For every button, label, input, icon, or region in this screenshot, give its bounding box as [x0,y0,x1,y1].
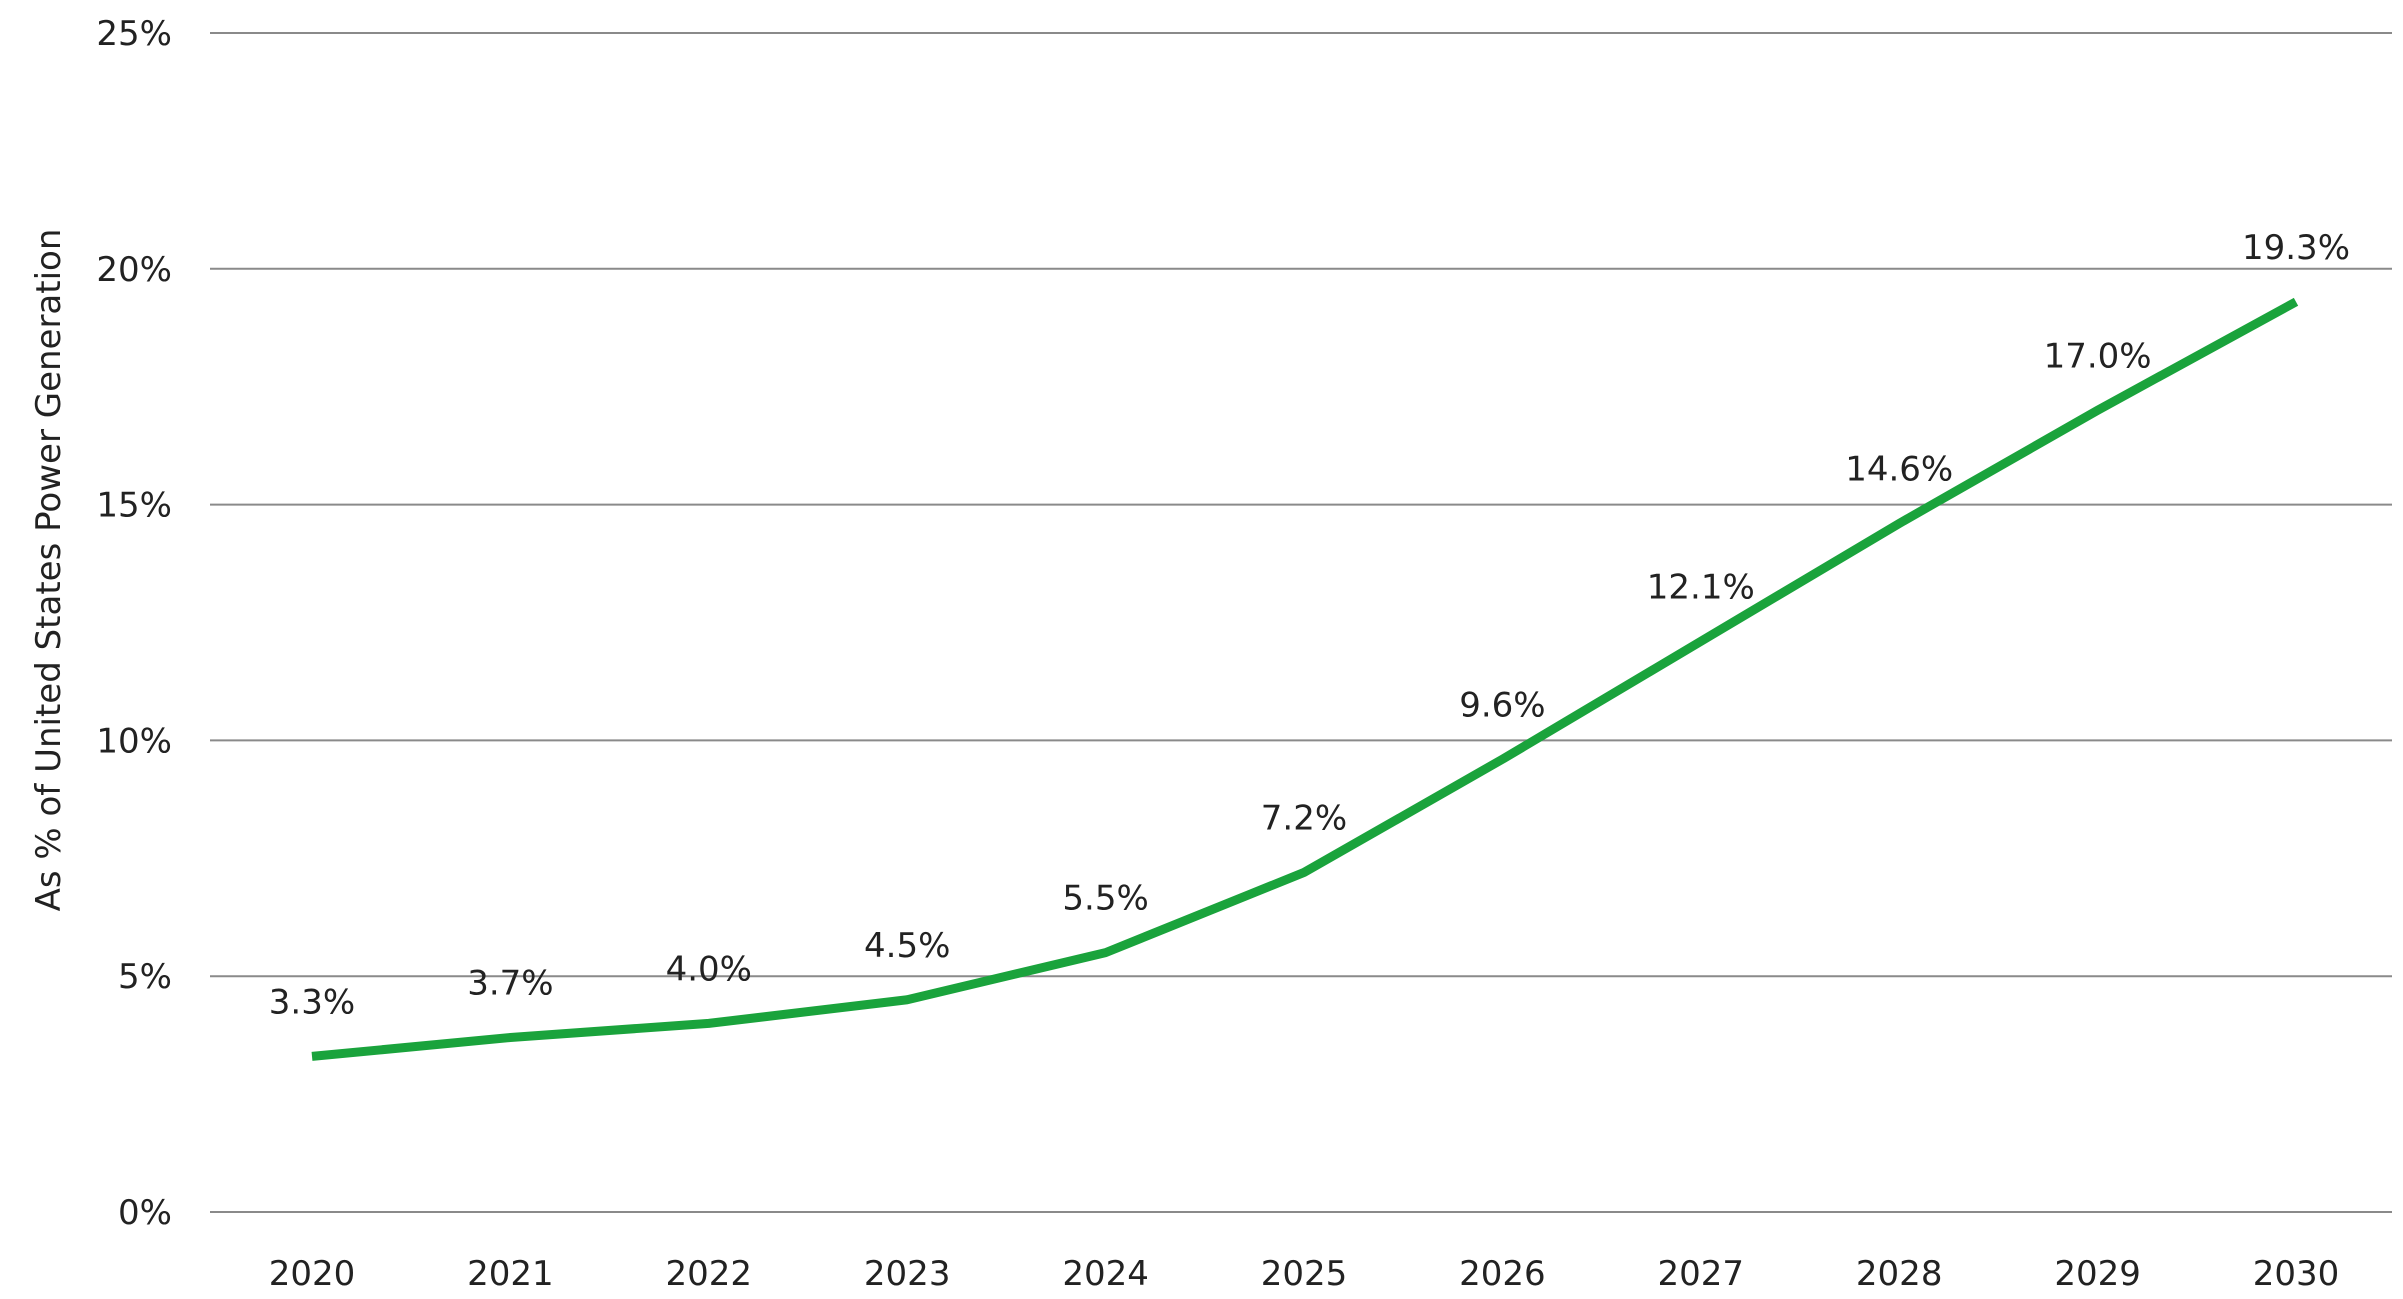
data-label: 19.3% [2242,228,2350,268]
data-label: 4.5% [864,926,950,966]
data-label: 14.6% [1845,449,1953,489]
series-group [311,297,2299,1061]
x-tick-label: 2020 [269,1254,356,1294]
data-label: 3.3% [269,982,355,1022]
y-tick-label: 25% [96,14,172,54]
y-axis-label: As % of United States Power Generation [29,229,69,912]
y-tick-label: 10% [96,721,172,761]
x-axis-ticks: 2020 2021 2022 2023 2024 2025 2026 2027 2028 2029… [269,1254,2340,1294]
x-tick-label: 2021 [467,1254,554,1294]
data-label: 9.6% [1459,685,1545,725]
x-tick-label: 2029 [2054,1254,2141,1294]
data-label: 7.2% [1261,798,1347,838]
data-label: 5.5% [1062,879,1148,919]
data-label: 4.0% [666,949,752,989]
x-tick-label: 2027 [1658,1254,1745,1294]
y-axis-ticks: 0% 5% 10% 15% 20% 25% [96,14,172,1233]
gridlines [210,32,2392,1213]
data-label: 12.1% [1647,567,1755,607]
y-tick-label: 5% [118,957,172,997]
y-tick-label: 20% [96,250,172,290]
x-tick-label: 2022 [666,1254,753,1294]
x-tick-label: 2025 [1261,1254,1348,1294]
data-label: 17.0% [2044,336,2152,376]
x-tick-label: 2028 [1856,1254,1943,1294]
data-labels: 3.3% 3.7% 4.0% 4.5% 5.5% 7.2% 9.6% 12.1% 14.6% 17… [269,228,2350,1023]
x-tick-label: 2030 [2253,1254,2340,1294]
data-label: 3.7% [467,964,553,1004]
x-tick-label: 2023 [864,1254,951,1294]
series-line [311,297,2299,1061]
x-tick-label: 2026 [1459,1254,1546,1294]
x-tick-label: 2024 [1062,1254,1149,1294]
y-tick-label: 15% [96,486,172,526]
y-tick-label: 0% [118,1193,172,1233]
